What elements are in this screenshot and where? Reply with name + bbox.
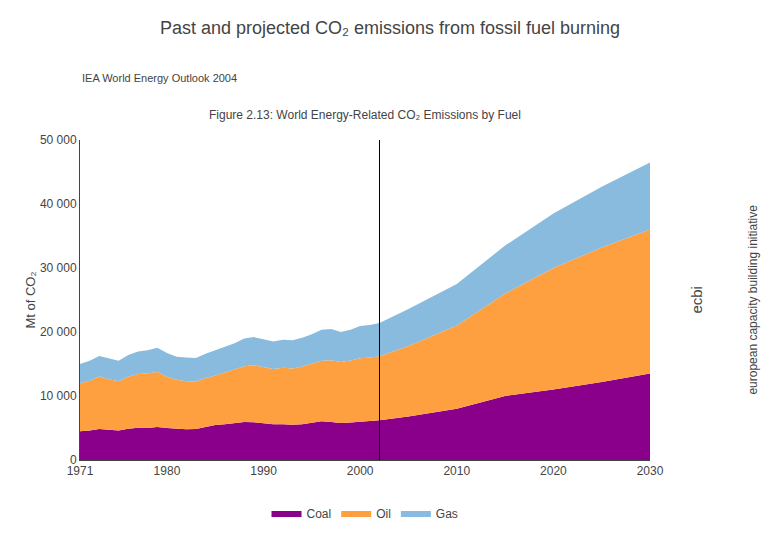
svg-text:Mt of CO₂: Mt of CO₂ bbox=[23, 271, 38, 328]
svg-text:2030: 2030 bbox=[637, 464, 664, 478]
svg-text:2010: 2010 bbox=[443, 464, 470, 478]
svg-text:Oil: Oil bbox=[376, 507, 391, 521]
svg-text:30 000: 30 000 bbox=[40, 261, 77, 275]
svg-text:Gas: Gas bbox=[436, 507, 458, 521]
svg-text:1990: 1990 bbox=[250, 464, 277, 478]
svg-text:10 000: 10 000 bbox=[40, 389, 77, 403]
svg-text:IEA World Energy Outlook 2004: IEA World Energy Outlook 2004 bbox=[82, 72, 237, 84]
svg-text:2000: 2000 bbox=[347, 464, 374, 478]
svg-text:1980: 1980 bbox=[154, 464, 181, 478]
svg-text:2020: 2020 bbox=[540, 464, 567, 478]
svg-text:0: 0 bbox=[70, 453, 77, 467]
svg-text:ecbi: ecbi bbox=[688, 286, 705, 314]
svg-text:Coal: Coal bbox=[307, 507, 332, 521]
svg-text:Past and projected CO₂ emissio: Past and projected CO₂ emissions from fo… bbox=[160, 18, 620, 38]
svg-text:50 000: 50 000 bbox=[40, 133, 77, 147]
svg-text:40 000: 40 000 bbox=[40, 197, 77, 211]
svg-text:20 000: 20 000 bbox=[40, 325, 77, 339]
svg-text:Figure 2.13: World Energy-Rela: Figure 2.13: World Energy-Related CO₂ Em… bbox=[209, 108, 521, 122]
svg-text:european capacity building ini: european capacity building initiative bbox=[746, 205, 760, 395]
svg-text:1971: 1971 bbox=[67, 464, 94, 478]
